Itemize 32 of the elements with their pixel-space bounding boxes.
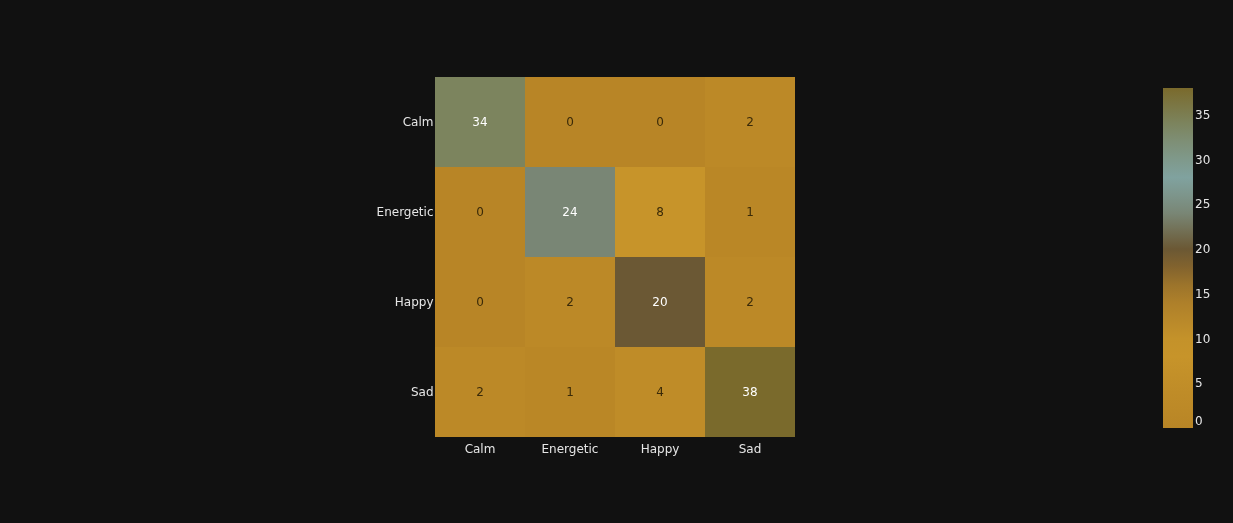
data-label: 24 xyxy=(562,205,578,219)
x-tick-label: Sad xyxy=(738,441,762,456)
x-tick-label: Energetic xyxy=(541,441,599,456)
data-label: 0 xyxy=(476,295,484,309)
data-label: 1 xyxy=(746,205,754,219)
data-label: 2 xyxy=(746,115,754,129)
color-bar-label: 30 xyxy=(1195,152,1211,167)
color-bar-label: 10 xyxy=(1195,331,1211,346)
y-tick-label: Happy xyxy=(394,295,434,309)
color-bar-label: 20 xyxy=(1195,242,1211,257)
color-bar-label: 25 xyxy=(1195,197,1211,212)
color-bar-label: 15 xyxy=(1195,286,1211,301)
data-label: 8 xyxy=(656,205,664,219)
y-tick-label: Sad xyxy=(410,385,434,399)
x-tick-label: Happy xyxy=(640,441,680,456)
data-label: 0 xyxy=(476,205,484,219)
data-label: 0 xyxy=(656,115,664,129)
data-label: 2 xyxy=(746,295,754,309)
data-label: 2 xyxy=(566,295,574,309)
y-tick-label: Calm xyxy=(402,115,434,129)
data-label: 4 xyxy=(656,385,664,399)
data-label: 38 xyxy=(742,385,758,399)
color-bar-label: 35 xyxy=(1195,107,1211,122)
color-bar-label: 5 xyxy=(1195,376,1203,391)
color-bar-label: 0 xyxy=(1195,414,1203,428)
y-tick-label: Energetic xyxy=(376,205,434,219)
data-label: 0 xyxy=(566,115,574,129)
data-label: 1 xyxy=(566,385,574,399)
data-label: 2 xyxy=(476,385,484,399)
data-label: 34 xyxy=(472,115,488,129)
data-label: 20 xyxy=(652,295,668,309)
x-tick-label: Calm xyxy=(464,441,496,456)
